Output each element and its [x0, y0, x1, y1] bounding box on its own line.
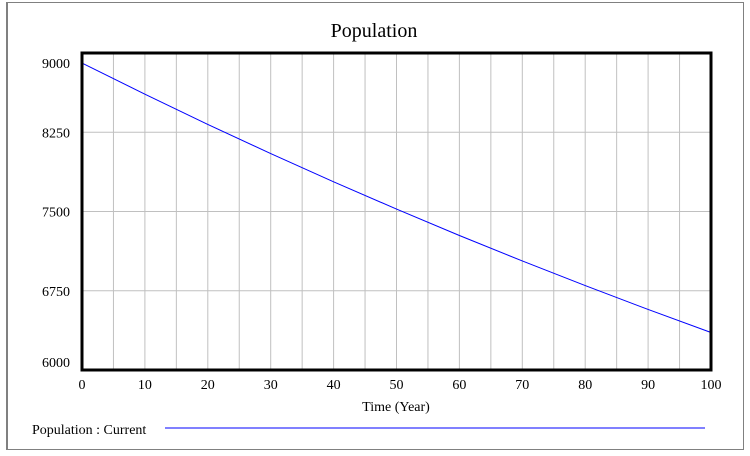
legend-label: Population : Current [32, 423, 146, 438]
x-tick-label: 100 [701, 378, 722, 393]
x-tick-label: 90 [641, 378, 655, 393]
x-tick-label: 20 [201, 378, 215, 393]
plot-area-border [80, 51, 713, 372]
y-tick-label: 8250 [42, 126, 70, 141]
x-tick-label: 70 [515, 378, 529, 393]
x-tick-label: 0 [79, 378, 86, 393]
y-tick-label: 7500 [42, 206, 70, 221]
x-tick-label: 80 [578, 378, 592, 393]
x-tick-label: 30 [264, 378, 278, 393]
x-tick-label: 50 [390, 378, 404, 393]
x-tick-label: 40 [327, 378, 341, 393]
x-tick-label: 10 [138, 378, 152, 393]
x-axis-label: Time (Year) [362, 400, 430, 415]
chart-frame [6, 2, 744, 450]
series-line-population-current [81, 62, 712, 333]
y-tick-label: 9000 [42, 57, 70, 72]
y-tick-label: 6000 [42, 356, 70, 371]
chart-title: Population [331, 20, 418, 42]
y-tick-label: 6750 [42, 285, 70, 300]
x-tick-label: 60 [452, 378, 466, 393]
